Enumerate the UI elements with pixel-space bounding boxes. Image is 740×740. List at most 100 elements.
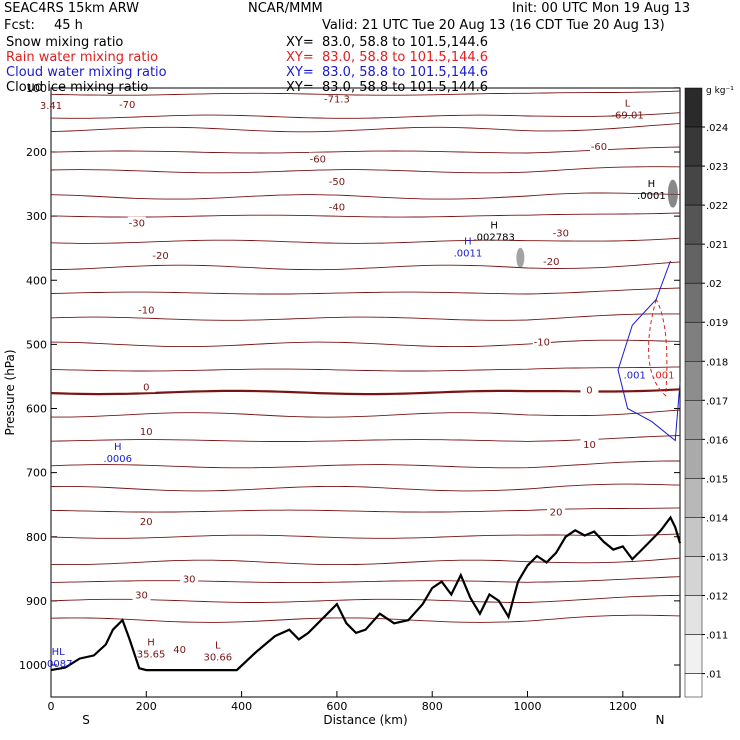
colorbar-segment [684, 87, 703, 128]
colorbar-tick-label: .022 [706, 201, 728, 212]
isotherm-line [50, 123, 681, 133]
org-label: NCAR/MMM [248, 1, 323, 16]
extremum-marker: HL [52, 647, 66, 658]
x-axis-label: Distance (km) [323, 713, 407, 727]
y-tick-label: 600 [26, 403, 47, 416]
colorbar-tick-label: .013 [706, 552, 728, 563]
colorbar-segment [684, 439, 703, 479]
colorbar-tick-label: .019 [706, 318, 728, 329]
init-label: Init: 00 UTC Mon 19 Aug 13 [512, 1, 691, 16]
rain-water-contour [648, 299, 668, 397]
isotherm-label: -60 [591, 142, 607, 153]
x-end-label-north: N [656, 713, 665, 727]
field-name-rain: Rain water mixing ratio [6, 50, 159, 65]
isotherm-line [50, 557, 681, 566]
isotherm-label-bg [547, 505, 566, 518]
colorbar-segment [684, 517, 703, 557]
x-tick-label: 800 [422, 700, 443, 713]
colorbar-tick-label: .017 [706, 396, 728, 407]
colorbar-segment [684, 595, 703, 635]
x-tick-label: 1200 [609, 700, 637, 713]
isotherm-line [50, 237, 681, 244]
isotherm-line [50, 594, 681, 603]
isotherm-label: 10 [140, 427, 153, 438]
isotherm-line [50, 261, 681, 271]
isotherm-label: -40 [329, 203, 345, 214]
extremum-marker: L [215, 641, 221, 652]
extremum-value: .0001 [637, 191, 666, 202]
isotherm-line [50, 388, 681, 396]
isotherm-label-bg [551, 226, 570, 239]
isotherm-label-bg [132, 588, 151, 601]
isotherm-label: -70 [119, 100, 135, 111]
y-tick-label: 400 [26, 274, 47, 287]
isotherm-label-bg [180, 572, 199, 585]
y-tick-label: 200 [26, 146, 47, 159]
isotherm-line [50, 576, 681, 584]
isotherm-line [50, 146, 681, 154]
y-tick-label: 300 [26, 210, 47, 223]
x-tick-label: 1000 [514, 700, 542, 713]
colorbar-segment [684, 556, 703, 596]
y-tick-label: 900 [26, 595, 47, 608]
isotherm-label: -20 [543, 257, 559, 268]
extremum-value: 35.65 [137, 649, 166, 660]
isotherm-label: -10 [138, 305, 154, 316]
extremum-marker: L [625, 99, 631, 110]
y-tick-label: 700 [26, 467, 47, 480]
colorbar-unit-label: g kg⁻¹ [706, 86, 734, 96]
isotherm-label-bg [589, 139, 608, 152]
isotherm-label-bg [127, 216, 146, 229]
isotherm-label: 0 [143, 382, 149, 393]
isotherm-label: -30 [129, 219, 145, 230]
colorbar-segment [684, 321, 703, 362]
colorbar-tick-label: .012 [706, 592, 728, 603]
field-name-cloud-water: Cloud water mixing ratio [6, 65, 167, 80]
extremum-value: .0011 [454, 249, 483, 260]
colorbar-tick-label: .01 [706, 670, 722, 681]
colorbar-segment [684, 126, 703, 167]
ice-shading [516, 247, 525, 268]
colorbar-segment [684, 400, 703, 440]
isotherm-line [51, 409, 681, 418]
field-name-cloud-ice: Cloud ice mixing ratio [6, 80, 149, 95]
isotherm-label-bg [327, 175, 346, 188]
extremum-value: 3.41 [40, 101, 62, 112]
x-tick-label: 400 [231, 700, 252, 713]
isotherm-line [50, 112, 681, 119]
isotherm-label-bg [308, 152, 327, 165]
isotherm-label: -60 [310, 155, 326, 166]
extremum-value: -69.01 [611, 111, 643, 122]
isotherm-label: 30 [135, 591, 148, 602]
extremum-value: .0087 [44, 659, 73, 670]
isotherm-line [50, 366, 681, 372]
extremum-marker: H [490, 221, 498, 232]
isotherm-line [50, 435, 681, 442]
plot-frame [50, 87, 681, 698]
cloud-water-contour [617, 260, 681, 442]
field-xy-cloud-water: XY= 83.0, 58.8 to 101.5,144.6 [286, 65, 489, 80]
isotherm-label: 40 [173, 645, 186, 656]
colorbar-tick-label: .021 [706, 240, 728, 251]
extremum-value: -71.3 [324, 95, 350, 106]
x-tick-label: 600 [326, 700, 347, 713]
extremum-value: 30.66 [203, 653, 232, 664]
colorbar-segment [684, 204, 703, 245]
y-tick-label: 100 [26, 82, 47, 95]
x-end-label-south: S [82, 713, 90, 727]
valid-label: Valid: 21 UTC Tue 20 Aug 13 (16 CDT Tue … [322, 18, 665, 33]
isotherm-label: 20 [550, 507, 563, 518]
colorbar-segment [684, 673, 703, 698]
isotherm-line [50, 507, 681, 513]
extremum-value: .002783 [473, 233, 514, 244]
isotherm-line [50, 614, 681, 623]
isotherm-label-bg [170, 643, 189, 656]
snow-shading [667, 179, 678, 208]
isotherm-label: -20 [152, 251, 168, 262]
x-tick-label: 200 [136, 700, 157, 713]
isotherm-label: -30 [553, 228, 569, 239]
isotherm-label-bg [580, 437, 599, 450]
y-tick-label: 500 [26, 338, 47, 351]
field-name-snow: Snow mixing ratio [6, 35, 124, 50]
isotherm-line [50, 460, 680, 469]
